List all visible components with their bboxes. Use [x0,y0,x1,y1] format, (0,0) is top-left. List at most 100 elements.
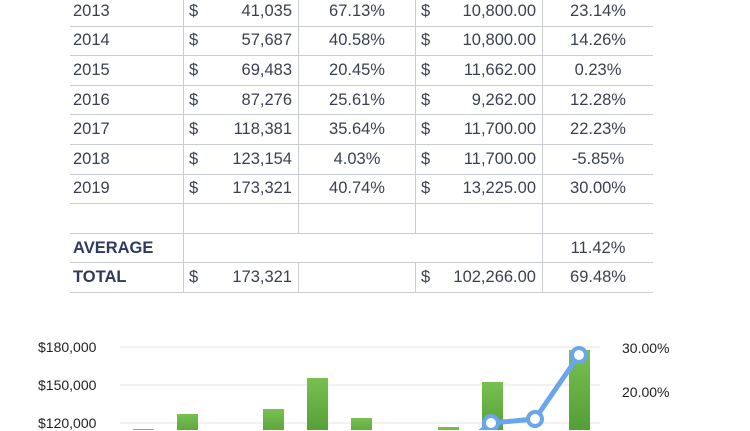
currency-symbol: $ [189,120,199,139]
cost-cell: $13,225.00 [415,174,543,205]
currency-symbol: $ [189,90,199,109]
growth-cell: 67.13% [298,0,416,27]
bar [307,378,328,430]
cost-amount: 11,662.00 [463,60,536,79]
table-row: 2013 $41,035 67.13% $10,800.00 23.14% [70,0,653,27]
value-amount: 173,321 [232,179,292,198]
cost-amount: 11,700.00 [463,120,536,139]
total-cost: 102,266.00 [453,268,536,287]
cost-cell: $10,800.00 [415,26,543,57]
bar [351,418,372,430]
y-tick-120000: $120,000 [38,415,97,431]
growth-cell: 20.45% [298,55,416,86]
total-row: TOTAL $173,321 $102,266.00 69.48% [70,262,653,293]
y-tick-150000: $150,000 [38,377,97,393]
value-cell: $41,035 [183,0,299,27]
cost-cell: $10,800.00 [415,0,543,27]
line-marker [482,414,500,430]
currency-symbol: $ [421,1,431,20]
currency-symbol: $ [421,149,431,168]
value-cell: $57,687 [183,26,299,57]
currency-symbol: $ [421,179,431,198]
cost-cell: $11,700.00 [415,144,543,175]
year-cell: 2015 [70,55,184,86]
year-cell: 2019 [70,174,184,205]
total-pct: 69.48% [542,262,653,293]
cost-amount: 10,800.00 [462,31,536,50]
cost-amount: 11,700.00 [463,149,536,168]
pct-cell: -5.85% [542,144,653,175]
value-cell: $87,276 [183,85,299,116]
percent-line [478,353,582,430]
year-cell: 2016 [70,85,184,116]
total-cost-cell: $102,266.00 [415,262,543,293]
pct-cell: 12.28% [542,85,653,116]
cost-amount: 10,800.00 [462,1,536,20]
blank-row [70,203,653,234]
growth-cell: 35.64% [298,114,416,145]
total-label: TOTAL [70,262,184,293]
growth-cell: 40.58% [298,26,416,57]
currency-symbol: $ [421,120,431,139]
currency-symbol: $ [189,268,199,287]
bar [438,427,459,430]
data-table: 2013 $41,035 67.13% $10,800.00 23.14% 2014 $57… [70,0,653,293]
year-cell: 2014 [70,26,184,57]
value-cell: $173,321 [183,174,299,205]
currency-symbol: $ [421,90,431,109]
bar [263,409,284,430]
value-cell: $123,154 [183,144,299,175]
y2-tick-30: 30.00% [622,340,670,356]
currency-symbol: $ [421,268,431,287]
y2-tick-20: 20.00% [622,384,670,400]
value-amount: 41,035 [241,1,292,20]
value-cell: $118,381 [183,114,299,145]
total-value-cell: $173,321 [183,262,299,293]
growth-cell: 4.03% [298,144,416,175]
cost-cell: $9,262.00 [415,85,543,116]
table-row: 2014 $57,687 40.58% $10,800.00 14.26% [70,26,653,57]
growth-cell: 25.61% [298,85,416,116]
growth-cell: 40.74% [298,174,416,205]
total-value: 173,321 [232,268,292,287]
year-cell: 2013 [70,0,184,27]
currency-symbol: $ [421,31,431,50]
currency-symbol: $ [189,179,199,198]
bar [569,350,590,430]
table-row: 2015 $69,483 20.45% $11,662.00 0.23% [70,55,653,86]
value-cell: $69,483 [183,55,299,86]
pct-cell: 22.23% [542,114,653,145]
value-amount: 69,483 [241,60,292,79]
value-amount: 123,154 [232,149,292,168]
currency-symbol: $ [189,31,199,50]
value-amount: 57,687 [241,31,292,50]
year-cell: 2018 [70,144,184,175]
currency-symbol: $ [189,1,199,20]
cost-amount: 13,225.00 [462,179,536,198]
table-row: 2018 $123,154 4.03% $11,700.00 -5.85% [70,144,653,175]
line-marker [526,410,544,428]
currency-symbol: $ [189,149,199,168]
average-label: AVERAGE [70,233,184,264]
bar [177,414,198,430]
table-row: 2017 $118,381 35.64% $11,700.00 22.23% [70,114,653,145]
currency-symbol: $ [189,60,199,79]
y-tick-180000: $180,000 [38,339,97,355]
value-amount: 87,276 [241,90,292,109]
year-cell: 2017 [70,114,184,145]
value-amount: 118,381 [233,120,292,139]
average-pct: 11.42% [542,233,653,264]
cost-cell: $11,700.00 [415,114,543,145]
cost-cell: $11,662.00 [415,55,543,86]
cost-amount: 9,262.00 [471,90,536,109]
pct-cell: 14.26% [542,26,653,57]
table-row: 2016 $87,276 25.61% $9,262.00 12.28% [70,85,653,116]
pct-cell: 0.23% [542,55,653,86]
table-row: 2019 $173,321 40.74% $13,225.00 30.00% [70,174,653,205]
currency-symbol: $ [421,60,431,79]
average-row: AVERAGE 11.42% [70,233,653,264]
pct-cell: 23.14% [542,0,653,27]
line-marker [570,346,588,364]
